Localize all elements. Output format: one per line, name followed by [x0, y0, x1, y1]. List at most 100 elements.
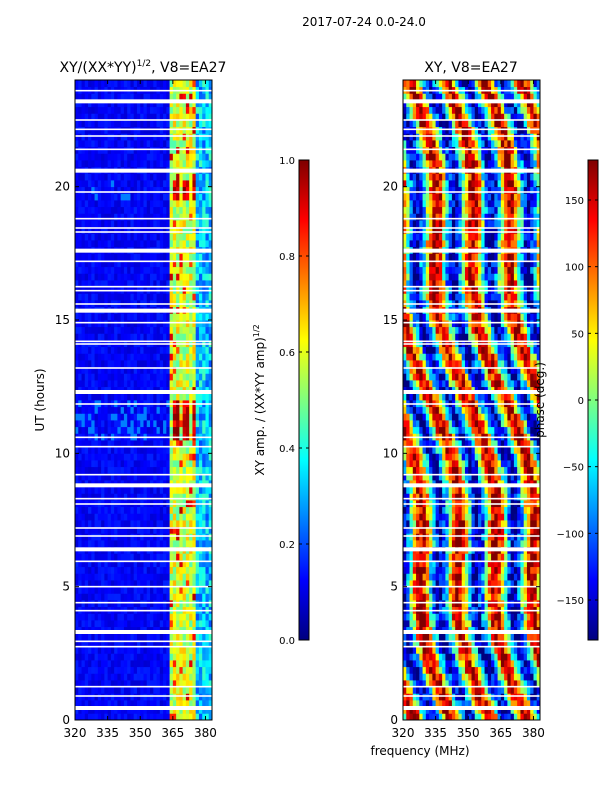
amplitude-cell — [208, 193, 212, 201]
phase-cell — [468, 686, 472, 694]
amplitude-cell — [78, 93, 82, 101]
amplitude-cell — [143, 413, 148, 421]
amplitude-cell — [166, 633, 170, 641]
amplitude-cell — [146, 206, 151, 214]
amplitude-cell — [143, 220, 148, 228]
amplitude-cell — [169, 460, 174, 468]
amplitude-cell — [182, 466, 187, 474]
amplitude-cell — [163, 453, 167, 461]
amplitude-cell — [101, 566, 105, 574]
amplitude-cell — [146, 280, 151, 288]
amplitude-cell — [91, 526, 95, 534]
amplitude-cell — [110, 580, 115, 588]
amplitude-cell — [110, 113, 115, 121]
amplitude-cell — [185, 233, 190, 241]
amplitude-cell — [192, 653, 197, 661]
amplitude-cell — [202, 506, 206, 514]
amplitude-cell — [182, 353, 187, 361]
amplitude-cell — [205, 613, 210, 621]
amplitude-cell — [185, 566, 190, 574]
amplitude-cell — [205, 326, 210, 334]
amplitude-cell — [97, 413, 102, 421]
amplitude-cell — [202, 133, 206, 141]
amplitude-cell — [130, 560, 135, 568]
amplitude-cell — [133, 93, 138, 101]
amplitude-cell — [159, 713, 164, 720]
phase-cell — [481, 600, 485, 608]
amplitude-cell — [169, 453, 174, 461]
amplitude-cell — [202, 346, 206, 354]
phase-cell — [491, 633, 495, 641]
amplitude-cell — [94, 360, 99, 368]
amplitude-cell — [202, 486, 206, 494]
amplitude-cell — [110, 133, 115, 141]
phase-cell — [419, 620, 423, 628]
amplitude-cell — [81, 180, 86, 188]
amplitude-cell — [153, 113, 157, 121]
phase-cell — [412, 580, 417, 588]
amplitude-cell — [101, 646, 105, 654]
amplitude-cell — [195, 633, 200, 641]
amplitude-cell — [198, 186, 203, 194]
phase-cell — [513, 653, 518, 661]
phase-cell — [409, 620, 414, 628]
amplitude-cell — [156, 406, 161, 414]
amplitude-cell — [192, 160, 197, 168]
amplitude-cell — [189, 466, 193, 474]
amplitude-cell — [117, 593, 122, 601]
amplitude-cell — [133, 706, 138, 714]
amplitude-cell — [198, 486, 203, 494]
amplitude-cell — [192, 273, 197, 281]
amplitude-cell — [202, 180, 206, 188]
amplitude-cell — [91, 513, 95, 521]
amplitude-cell — [150, 460, 154, 468]
amplitude-cell — [133, 80, 138, 88]
phase-cell — [412, 693, 417, 701]
amplitude-cell — [169, 120, 174, 128]
amplitude-cell — [107, 700, 112, 708]
amplitude-cell — [117, 673, 122, 681]
amplitude-cell — [88, 260, 92, 268]
amplitude-cell — [101, 80, 105, 88]
phase-cell — [451, 620, 456, 628]
amplitude-cell — [195, 353, 200, 361]
amplitude-cell — [78, 686, 82, 694]
amplitude-cell — [153, 486, 157, 494]
amplitude-cell — [117, 446, 122, 454]
amplitude-cell — [192, 180, 197, 188]
phase-cell — [442, 700, 446, 708]
amplitude-cell — [104, 466, 109, 474]
amplitude-cell — [192, 253, 197, 261]
phase-cell — [455, 693, 459, 701]
amplitude-cell — [195, 180, 200, 188]
phase-cell — [438, 680, 443, 688]
amplitude-cell — [192, 560, 197, 568]
amplitude-cell — [107, 140, 112, 148]
phase-cell — [497, 686, 502, 694]
amplitude-cell — [107, 333, 112, 341]
amplitude-cell — [172, 460, 177, 468]
amplitude-cell — [198, 520, 203, 528]
amplitude-cell — [78, 360, 82, 368]
amplitude-cell — [123, 566, 128, 574]
phase-cell — [474, 680, 479, 688]
amplitude-cell — [133, 580, 138, 588]
amplitude-cell — [120, 466, 125, 474]
amplitude-cell — [130, 186, 135, 194]
amplitude-cell — [136, 553, 141, 561]
phase-cell — [425, 613, 430, 621]
amplitude-cell — [97, 273, 102, 281]
amplitude-cell — [182, 273, 187, 281]
amplitude-cell — [120, 593, 125, 601]
amplitude-cell — [91, 466, 95, 474]
amplitude-cell — [91, 413, 95, 421]
amplitude-cell — [78, 160, 82, 168]
amplitude-cell — [176, 346, 180, 354]
amplitude-cell — [84, 173, 89, 181]
phase-cell — [533, 633, 538, 641]
amplitude-cell — [120, 120, 125, 128]
amplitude-cell — [114, 273, 118, 281]
amplitude-cell — [133, 660, 138, 668]
amplitude-cell — [143, 273, 148, 281]
amplitude-cell — [143, 646, 148, 654]
